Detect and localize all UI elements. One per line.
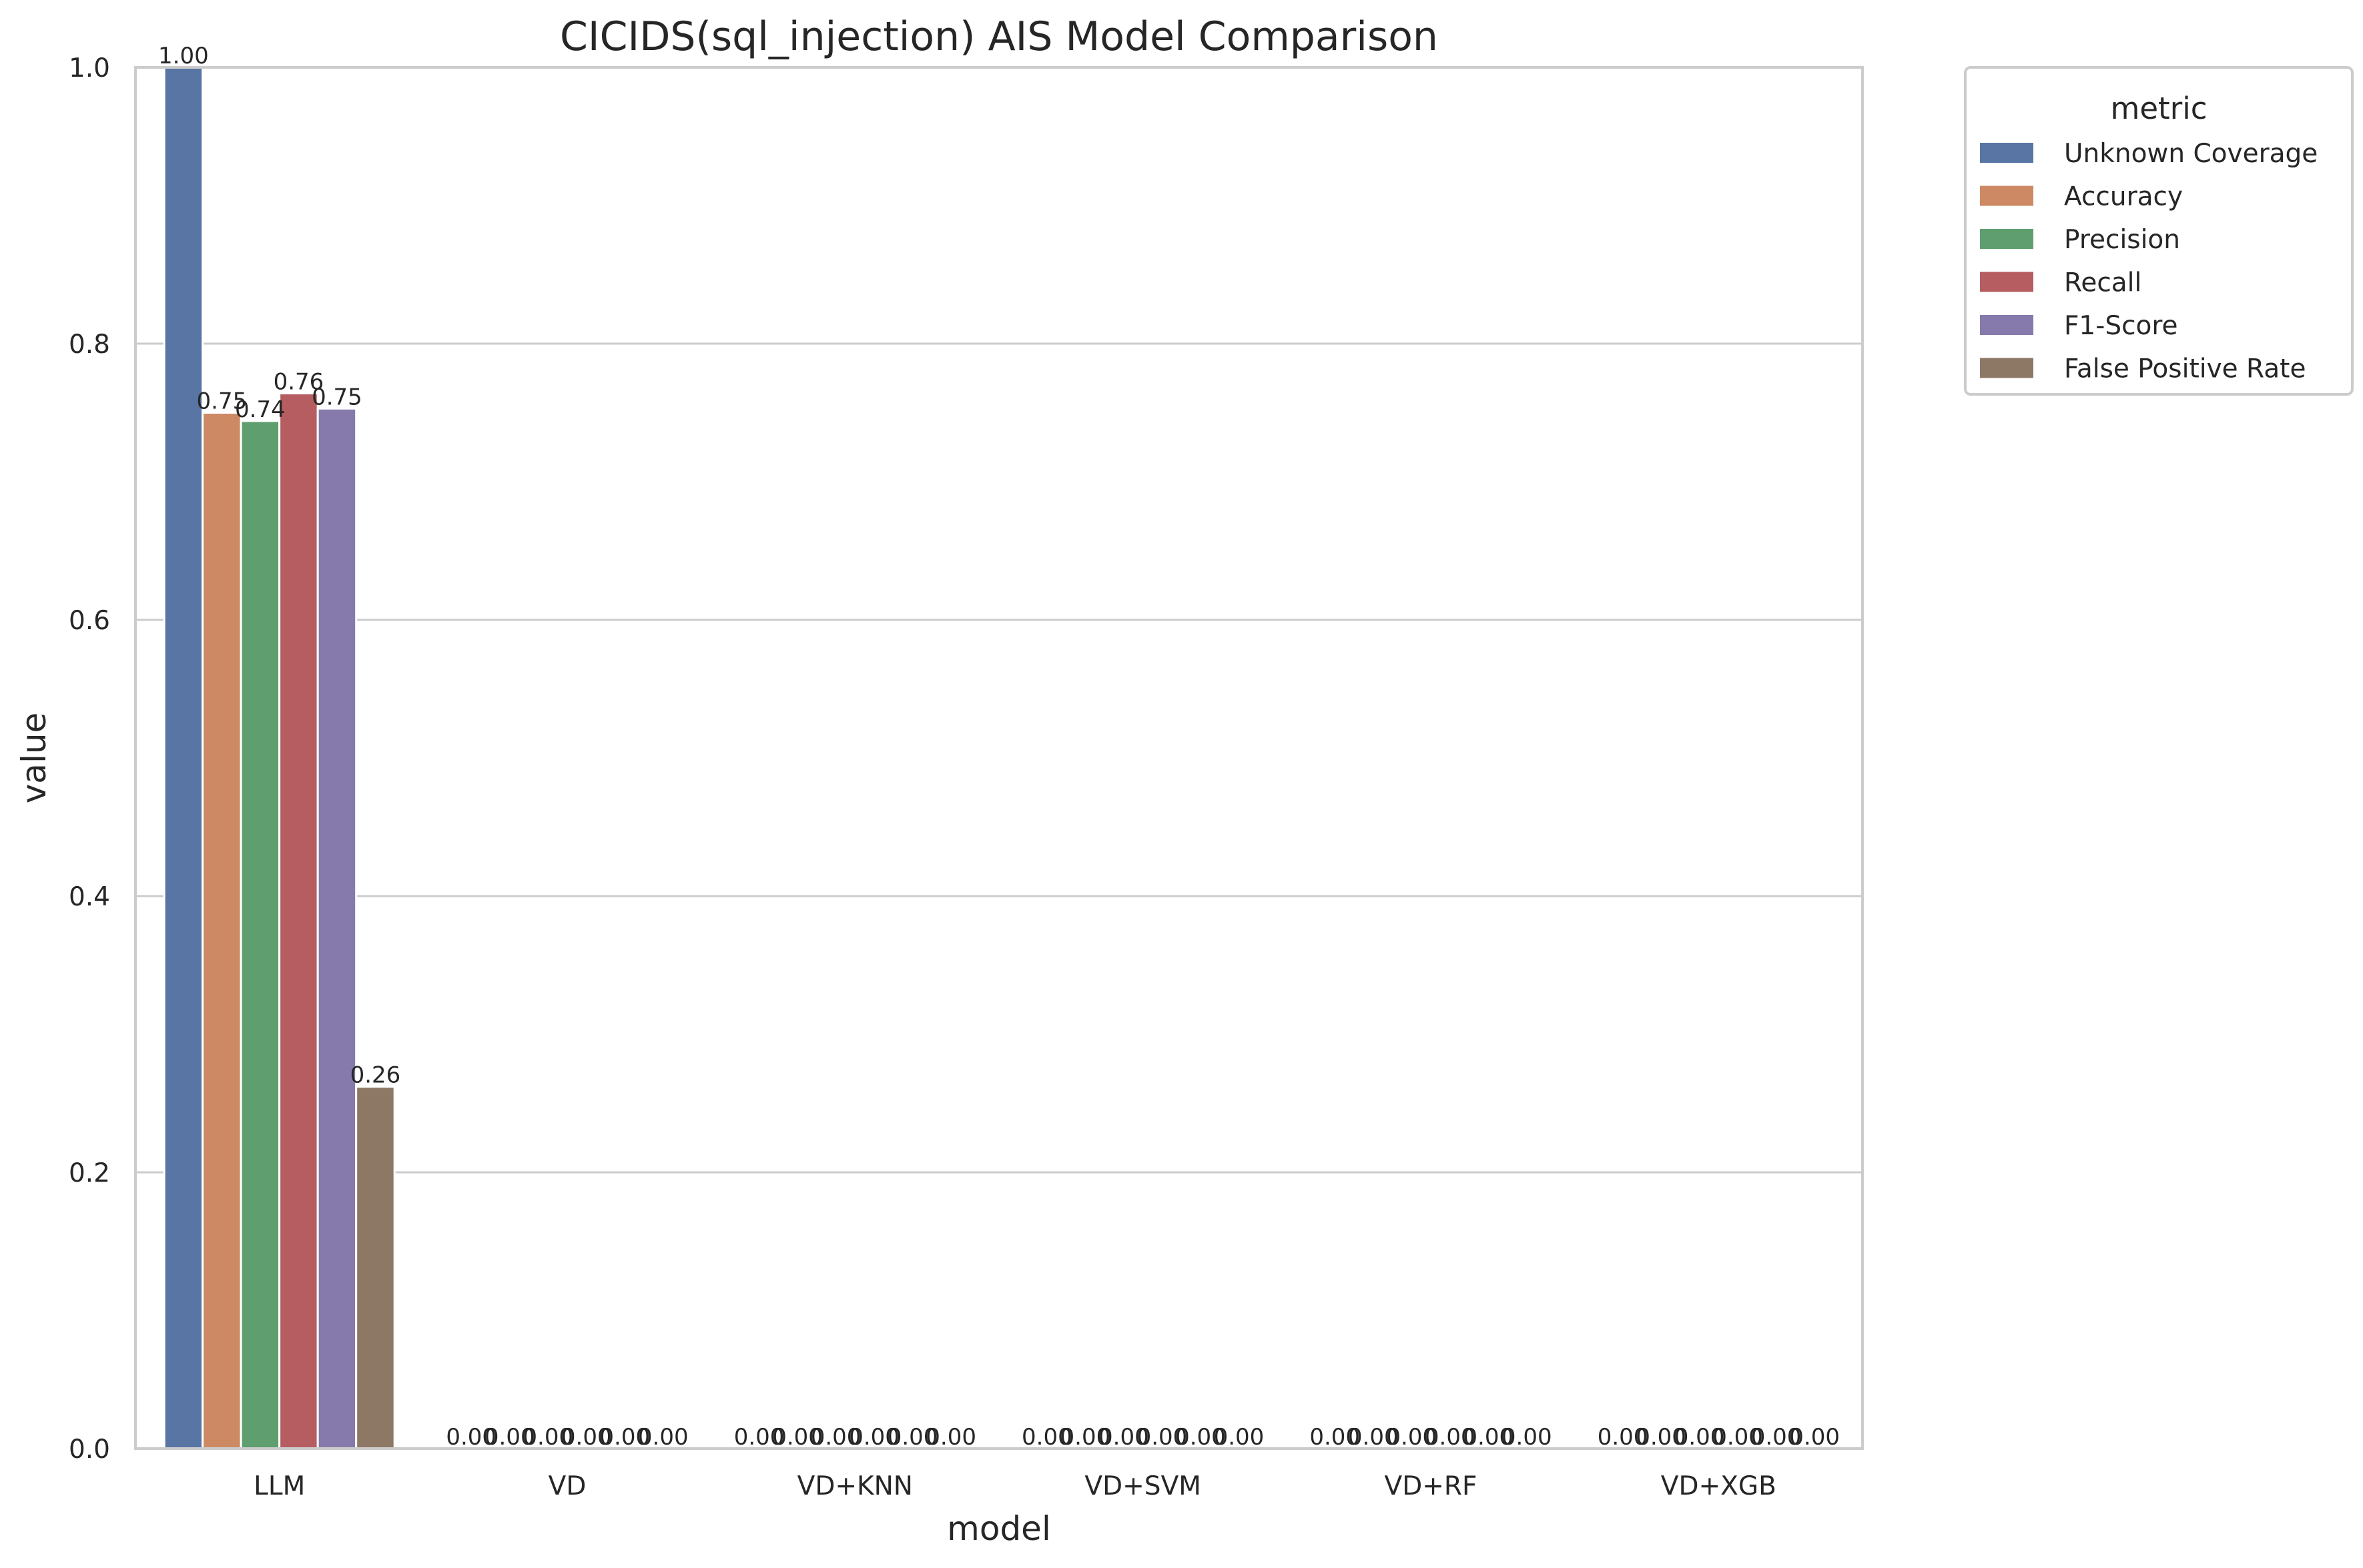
bar [278, 392, 319, 1450]
x-tick-label: VD+RF [1385, 1471, 1477, 1501]
legend-swatch [1980, 315, 2033, 335]
chart-title: CICIDS(sql_injection) AIS Model Comparis… [560, 13, 1438, 60]
y-axis-ticks: 0.0 0.2 0.4 0.6 0.8 1.0 [69, 53, 110, 1465]
bar-value-label: 0.00 [1463, 1424, 1513, 1451]
bar-value-label: 0.00 [523, 1424, 573, 1451]
bar-value-label: 0.75 [312, 384, 362, 410]
y-tick-label: 0.8 [69, 330, 110, 360]
bar-value-label: 0.00 [1098, 1424, 1149, 1451]
bar-value-label: 0.00 [1789, 1424, 1840, 1451]
bar-value-label: 0.00 [772, 1424, 823, 1451]
bar-value-label: 0.00 [734, 1424, 785, 1451]
bar-value-label: 0.00 [1309, 1424, 1360, 1451]
gridlines [135, 342, 1863, 1174]
legend-swatch [1980, 185, 2033, 206]
legend-title: metric [2111, 91, 2208, 126]
bar-value-label: 0.00 [926, 1424, 976, 1451]
y-tick-label: 0.0 [69, 1435, 110, 1465]
bar-value-label: 0.00 [1425, 1424, 1475, 1451]
x-tick-label: LLM [254, 1471, 305, 1501]
y-tick-label: 0.2 [69, 1158, 110, 1188]
x-axis-ticks: LLM VD VD+KNN VD+SVM VD+RF VD+XGB [254, 1471, 1776, 1501]
bar-value-label: 0.00 [484, 1424, 535, 1451]
bar-value-label: 0.74 [235, 396, 286, 423]
legend-swatch [1980, 358, 2033, 378]
bar-value-label: 0.00 [1751, 1424, 1802, 1451]
bar-value-label: 0.00 [1598, 1424, 1648, 1451]
bar [240, 420, 281, 1450]
bar-value-label: 0.00 [888, 1424, 938, 1451]
bar [202, 412, 242, 1450]
legend-swatch [1980, 143, 2033, 163]
legend-entry-label: Accuracy [2064, 182, 2183, 212]
legend-entry-label: False Positive Rate [2064, 354, 2306, 384]
bar-value-label: 0.00 [1636, 1424, 1686, 1451]
bar [355, 1086, 396, 1450]
bar-value-label: 0.00 [1137, 1424, 1188, 1451]
legend-swatch [1980, 272, 2033, 292]
y-tick-label: 1.0 [69, 53, 110, 83]
bars [163, 66, 396, 1450]
x-tick-label: VD+SVM [1084, 1471, 1201, 1501]
x-tick-label: VD+KNN [797, 1471, 913, 1501]
bar-value-label: 0.00 [1386, 1424, 1437, 1451]
y-tick-label: 0.6 [69, 606, 110, 636]
legend-frame [1964, 66, 2354, 396]
x-tick-label: VD [549, 1471, 587, 1501]
bar-value-label: 0.00 [1175, 1424, 1226, 1451]
legend-entry-label: Precision [2064, 225, 2180, 255]
plot-frame [134, 66, 1864, 1450]
bar-value-label: 0.00 [849, 1424, 900, 1451]
bar-value-label: 1.00 [158, 43, 209, 69]
bar [163, 66, 204, 1450]
x-tick-label: VD+XGB [1661, 1471, 1776, 1501]
bar-value-label: 0.00 [1060, 1424, 1111, 1451]
bar-value-label: 0.00 [599, 1424, 650, 1451]
y-axis-title: value [15, 713, 53, 804]
bar-value-label: 0.00 [1712, 1424, 1763, 1451]
bar-value-label: 0.00 [811, 1424, 862, 1451]
legend-swatch [1980, 229, 2033, 249]
legend-entry-label: Unknown Coverage [2064, 139, 2318, 169]
bar-value-label: 0.00 [1348, 1424, 1399, 1451]
bar-value-label: 0.00 [1501, 1424, 1552, 1451]
legend-items: Unknown Coverage Accuracy Precision Recall F… [1980, 139, 2318, 384]
bar-value-label: 0.00 [1674, 1424, 1725, 1451]
bar-value-label: 0.00 [561, 1424, 612, 1451]
bar-value-label: 0.75 [197, 388, 248, 415]
y-tick-label: 0.4 [69, 882, 110, 912]
bar-value-label: 0.00 [1022, 1424, 1072, 1451]
bar-labels: 1.000.750.740.760.750.260.000.000.000.00… [158, 43, 1840, 1451]
legend-entry-label: F1-Score [2064, 311, 2178, 341]
bar-value-label: 0.00 [1214, 1424, 1265, 1451]
legend: metric Unknown Coverage Accuracy Precision… [1964, 66, 2354, 396]
bar-value-label: 0.00 [446, 1424, 496, 1451]
legend-entry-label: Recall [2064, 268, 2141, 298]
bar-value-label: 0.76 [274, 369, 324, 396]
bar [316, 407, 358, 1450]
bar-value-label: 0.26 [350, 1062, 401, 1089]
bar-value-label: 0.00 [638, 1424, 689, 1451]
x-axis-title: model [947, 1509, 1051, 1548]
